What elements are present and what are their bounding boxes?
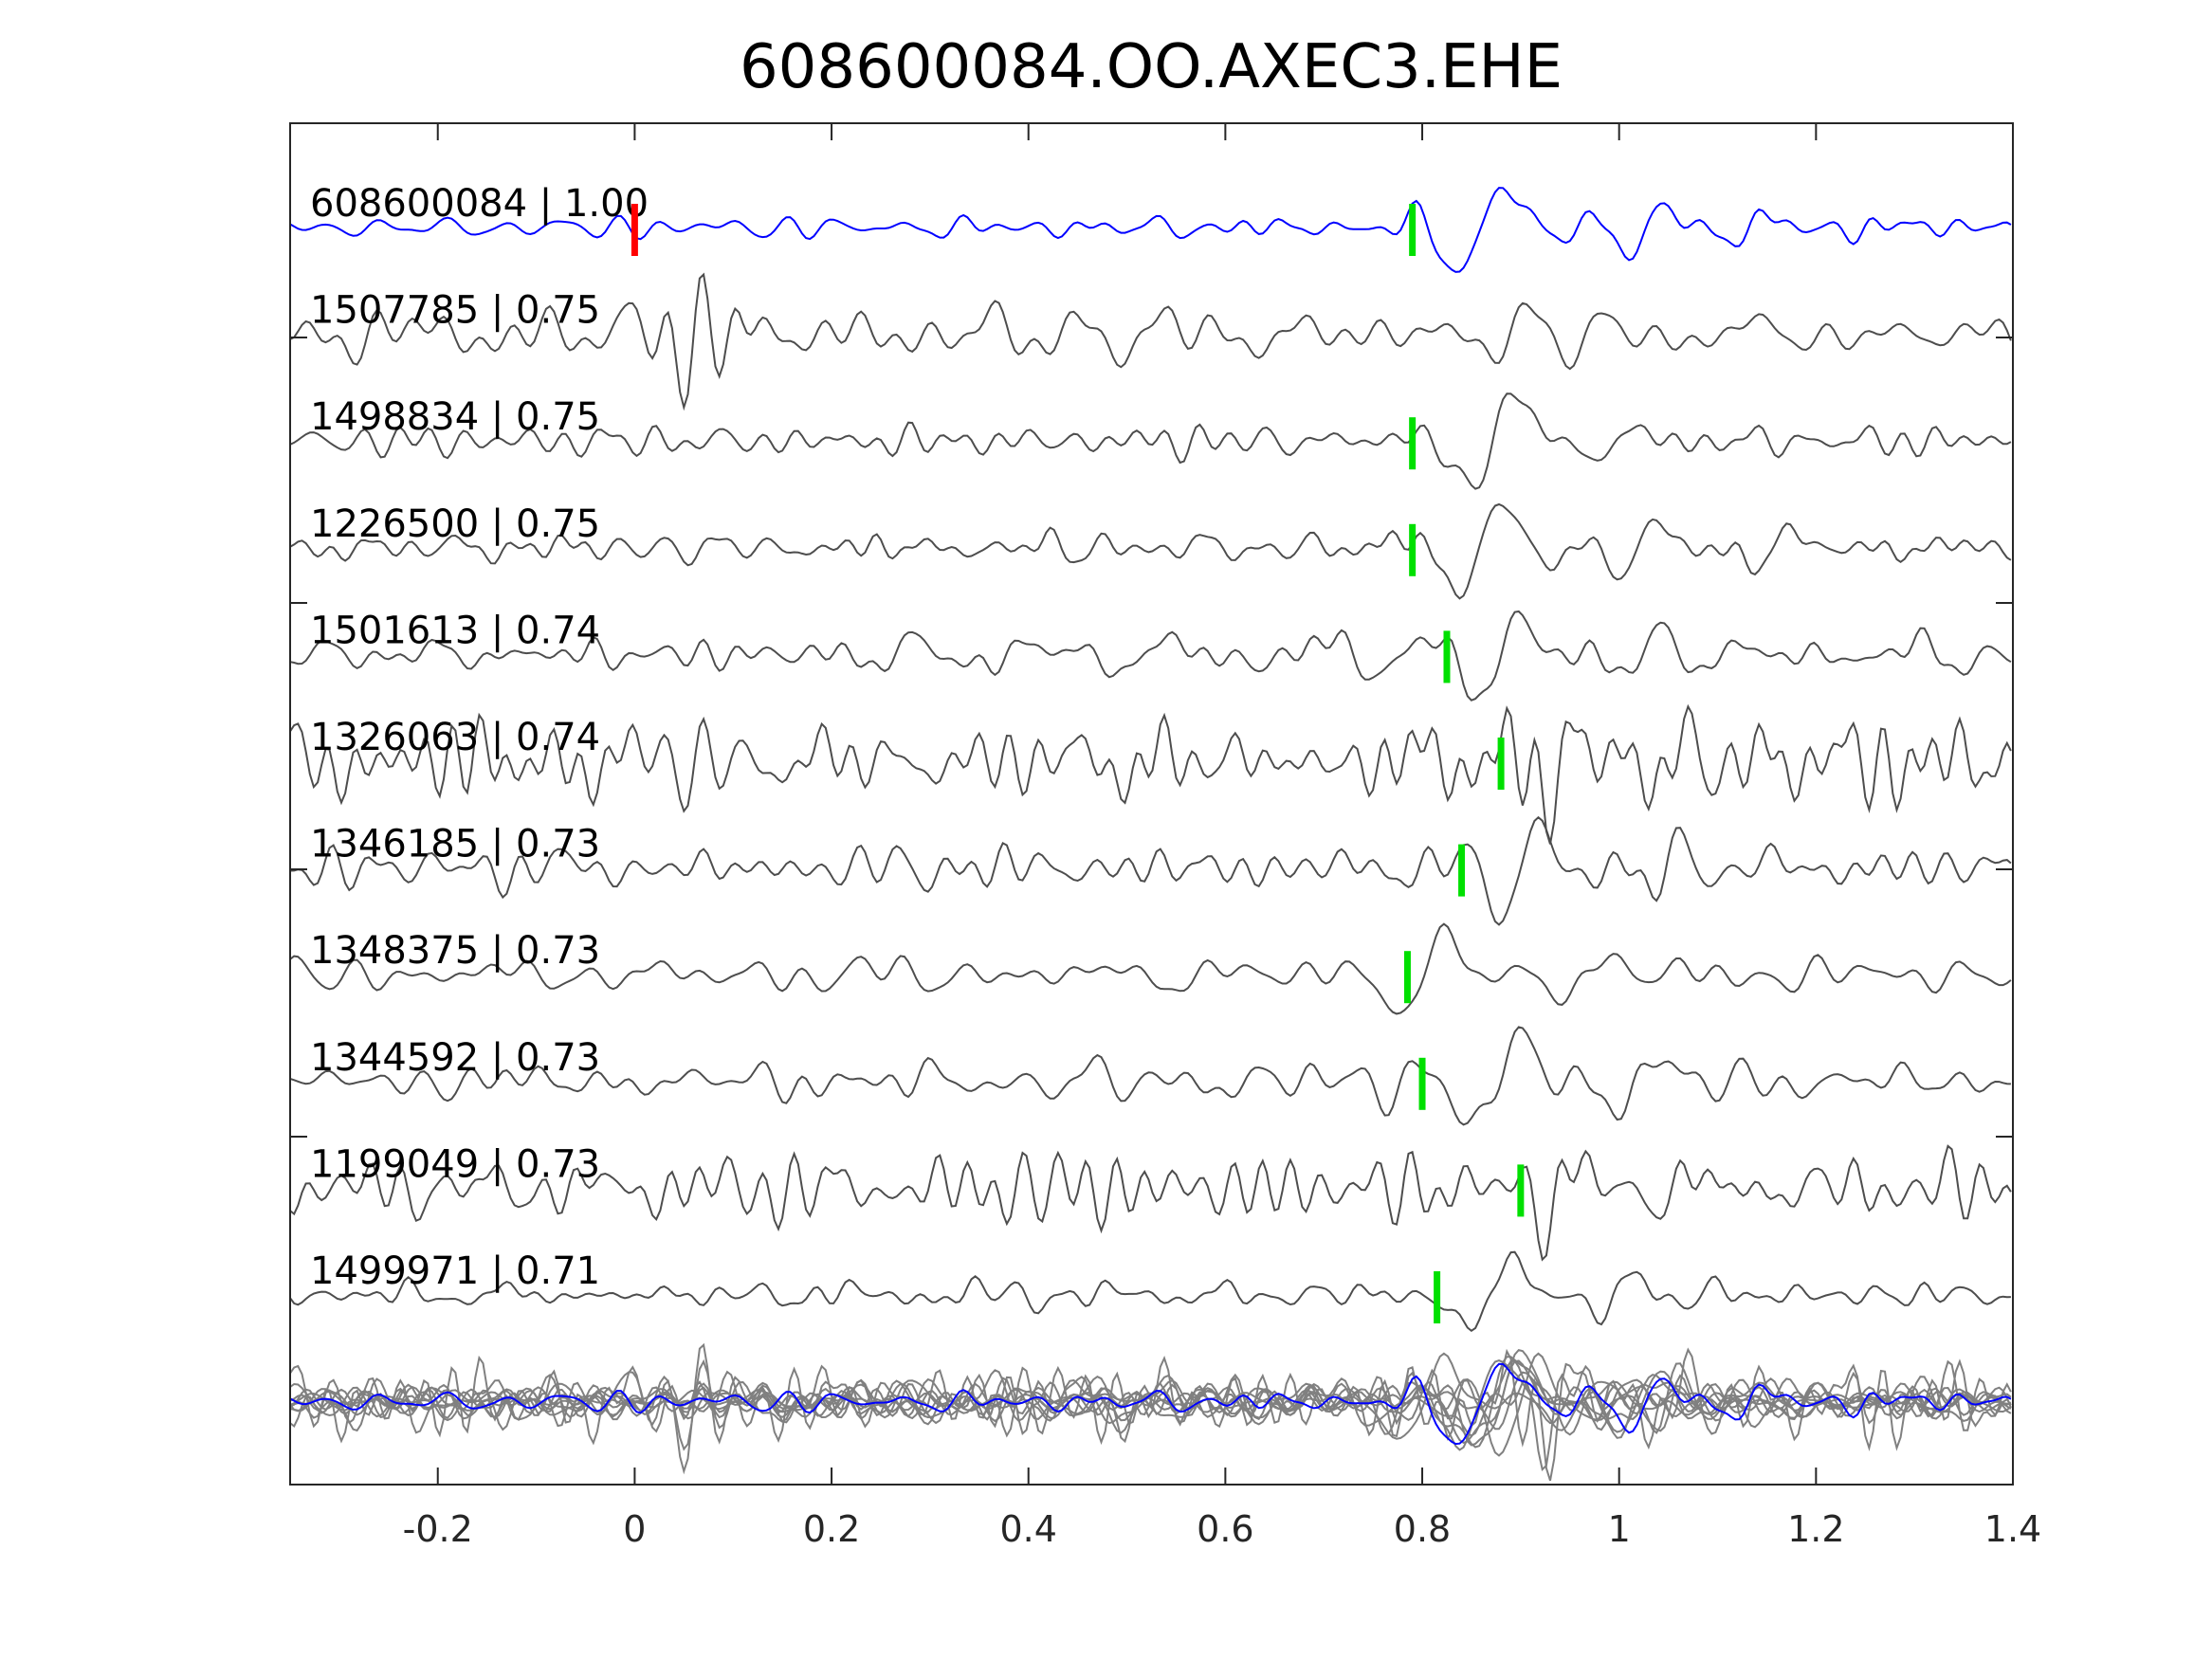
x-tick-label: 1.2 [1787, 1508, 1844, 1550]
trace-label: 1346185 | 0.73 [310, 823, 600, 866]
trace-label: 1199049 | 0.73 [310, 1142, 600, 1186]
x-tick-label: 0.8 [1394, 1508, 1451, 1550]
pick-marker [1409, 417, 1417, 470]
template-trace [289, 187, 2012, 273]
stacked-template-trace [289, 1362, 2012, 1446]
pick-marker [1497, 738, 1505, 790]
origin-time-marker [631, 204, 638, 256]
x-tick-label: 1.4 [1984, 1508, 2041, 1550]
x-tick-label: -0.2 [403, 1508, 473, 1550]
pick-marker [1434, 1271, 1441, 1323]
chart-title: 608600084.OO.AXEC3.EHE [740, 32, 1563, 102]
pick-marker [1458, 844, 1466, 897]
trace-label: 1499971 | 0.71 [310, 1249, 600, 1293]
trace [289, 1250, 2011, 1333]
trace [289, 392, 2012, 490]
trace [289, 272, 2012, 411]
pick-marker [1443, 630, 1451, 684]
trace-label: 1348375 | 0.73 [310, 929, 600, 973]
traces-group: 608600084 | 1.00 1507785 | 0.75 1498834 | … [289, 182, 2012, 1482]
trace-label: 1344592 | 0.73 [310, 1036, 600, 1080]
trace-label: 1226500 | 0.75 [310, 502, 600, 546]
x-tick-label: 0.4 [999, 1508, 1056, 1550]
pick-marker [1409, 204, 1417, 256]
trace [289, 703, 2012, 845]
x-tick-label: 0.2 [803, 1508, 860, 1550]
trace [289, 610, 2012, 702]
trace [289, 1144, 2012, 1262]
x-tick-label: 0 [623, 1508, 646, 1550]
trace-label: 1326063 | 0.74 [310, 716, 600, 759]
trace-label: 1498834 | 0.75 [310, 395, 600, 439]
trace [289, 502, 2012, 600]
axes-group: -0.2 0 0.2 0.4 0.6 0.8 1 1.2 1.4 [289, 122, 2041, 1550]
stacked-trace [289, 1347, 2012, 1482]
trace [289, 922, 2012, 1015]
plot-frame [289, 122, 2014, 1486]
trace-label: 1507785 | 0.75 [310, 289, 600, 333]
pick-marker [1517, 1164, 1525, 1217]
pick-marker [1403, 951, 1411, 1004]
pick-marker [1409, 523, 1417, 576]
trace [289, 1026, 2011, 1126]
x-tick-label: 0.6 [1197, 1508, 1253, 1550]
stacked-trace [289, 1359, 2011, 1437]
x-tick-label: 1 [1608, 1508, 1631, 1550]
pick-marker [1418, 1057, 1426, 1110]
trace-label: 1501613 | 0.74 [310, 609, 600, 652]
trace [289, 815, 2012, 926]
trace-label: 608600084 | 1.00 [310, 182, 649, 226]
